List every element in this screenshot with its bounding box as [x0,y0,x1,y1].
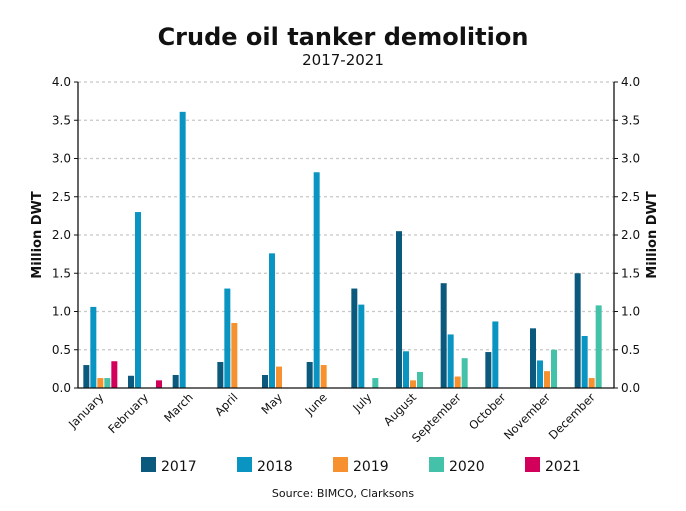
y-tick-label: 1.5 [621,266,640,280]
y-tick-label: 0.0 [621,381,640,395]
legend-label: 2019 [353,459,389,475]
bar-2017-january [83,365,90,388]
x-tick-label: April [212,390,240,418]
bar-2017-november [530,328,536,388]
bar-2020-august [417,371,423,388]
bar-2017-august [396,231,402,388]
x-tick-label: February [105,390,151,436]
bar-2018-february [135,212,141,388]
bar-2020-september [461,358,468,388]
bar-2017-february [128,375,134,388]
bar-2019-april [231,322,238,388]
bar-2020-november [551,349,557,388]
y-ticks-right: 0.0 0.5 1.0 1.5 2.0 2.5 3.0 3.5 4.0 [614,75,640,395]
legend: 2017 2018 2019 2020 2021 [141,457,581,475]
x-tick-label: July [349,390,374,415]
bar-2020-december [595,305,602,388]
y-tick-label: 2.5 [621,190,640,204]
bar-2021-february [156,380,162,388]
bar-2018-november [537,360,543,388]
x-tick-label: January [65,390,107,432]
y-tick-label: 3.0 [621,152,640,166]
legend-label: 2020 [449,459,485,475]
bar-2017-october [485,352,492,388]
bar-2018-april [224,288,231,388]
y-tick-label: 1.0 [621,305,640,319]
legend-label: 2021 [545,459,581,475]
bar-2018-january [90,306,97,388]
bar-2017-may [262,374,268,388]
bar-2020-july [372,378,379,388]
legend-swatch-2017 [141,457,156,472]
legend-swatch-2020 [429,457,444,472]
bar-2018-october [492,321,499,388]
bar-2017-december [574,273,581,388]
bar-2021-january [111,361,118,388]
bars [83,111,602,389]
x-tick-label: August [381,390,420,429]
x-tick-label: December [546,390,598,442]
bar-2019-may [276,366,282,388]
x-tick-label: May [258,390,285,417]
y-tick-label: 2.5 [52,190,71,204]
chart-title: Crude oil tanker demolition [158,23,529,51]
x-tick-label: November [501,390,553,442]
bar-2019-november [544,371,550,388]
y-tick-label: 1.0 [52,305,71,319]
bar-2017-september [440,283,447,388]
bar-2018-july [358,304,365,388]
x-tick-label: October [466,390,509,433]
bar-2018-may [269,253,275,388]
y-tick-label: 4.0 [52,75,71,89]
legend-swatch-2019 [333,457,348,472]
bar-2019-december [588,378,595,388]
bar-2019-june [320,365,327,388]
source-note: Source: BIMCO, Clarksons [272,487,414,500]
gridlines [78,81,614,351]
bar-2017-march [172,374,179,388]
bar-2017-april [217,361,224,388]
y-tick-label: 1.5 [52,266,71,280]
y-ticks-left: 0.0 0.5 1.0 1.5 2.0 2.5 3.0 3.5 4.0 [52,75,78,395]
bar-2019-august [410,380,416,388]
bar-2018-august [403,351,409,388]
y-tick-label: 0.5 [621,343,640,357]
y-tick-label: 0.5 [52,343,71,357]
bar-2018-december [581,335,588,388]
y-tick-label: 2.0 [621,228,640,242]
y-tick-label: 3.5 [621,113,640,127]
bar-2019-september [454,376,461,388]
bar-2020-january [104,378,111,388]
bar-2019-january [97,378,104,388]
y-tick-label: 0.0 [52,381,71,395]
legend-swatch-2021 [525,457,540,472]
x-tick-label: March [161,390,196,425]
y-tick-label: 3.5 [52,113,71,127]
legend-swatch-2018 [237,457,252,472]
bar-2017-july [351,288,358,388]
bar-2018-june [313,172,320,388]
y-tick-label: 3.0 [52,152,71,166]
y-tick-label: 4.0 [621,75,640,89]
y-tick-label: 2.0 [52,228,71,242]
bar-2017-june [306,361,313,388]
legend-label: 2018 [257,459,293,475]
legend-label: 2017 [161,459,197,475]
y-axis-label-left: Million DWT [30,191,45,279]
x-tick-label: June [301,390,329,418]
bar-2018-march [179,111,186,389]
chart-subtitle: 2017-2021 [302,51,384,69]
y-axis-label-right: Million DWT [645,191,660,279]
bar-2018-september [447,334,454,388]
